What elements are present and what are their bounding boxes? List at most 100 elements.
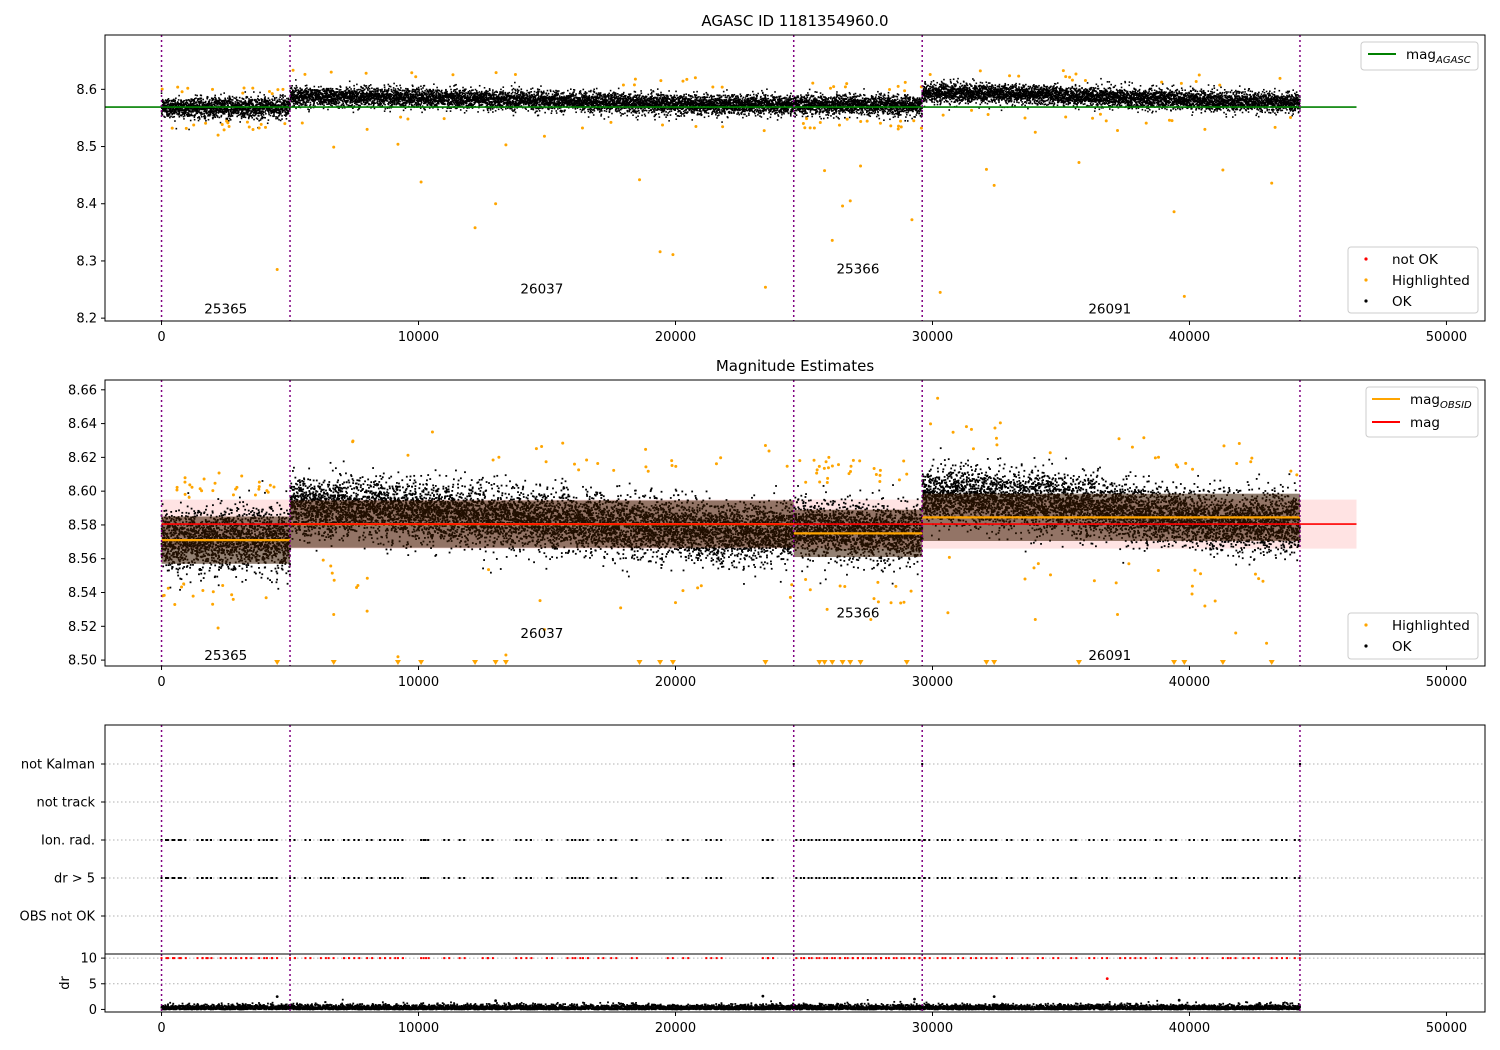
ok-point — [373, 88, 376, 91]
ok-point — [256, 101, 259, 104]
ok-point — [208, 114, 211, 117]
ok-point — [435, 89, 437, 92]
ok-point — [520, 88, 523, 91]
ok-point — [225, 108, 227, 110]
ok-point — [303, 97, 305, 100]
ok-point — [174, 120, 176, 122]
ok-point — [230, 115, 232, 117]
ok-point — [187, 107, 190, 109]
ok-point — [523, 92, 525, 94]
ok-point — [343, 90, 346, 92]
ok-point — [186, 108, 189, 110]
ok-point — [259, 104, 262, 107]
ok-point — [246, 104, 248, 107]
ok-point — [362, 87, 364, 89]
ok-point — [469, 104, 471, 107]
ok-point — [529, 98, 532, 101]
ok-point — [353, 89, 355, 92]
ok-point — [228, 114, 231, 116]
ok-point — [258, 102, 261, 105]
ok-point — [454, 90, 457, 93]
ok-point — [264, 109, 267, 112]
ok-point — [389, 102, 392, 105]
ok-point — [166, 108, 168, 110]
ok-point — [381, 88, 383, 91]
ok-point — [386, 95, 388, 98]
ok-point — [283, 114, 286, 116]
ok-point — [238, 100, 241, 102]
ok-point — [522, 99, 525, 102]
ok-point — [251, 110, 254, 113]
ok-point — [214, 99, 217, 101]
ok-point — [450, 91, 453, 93]
ok-point — [328, 87, 330, 90]
ok-point — [396, 99, 399, 101]
ok-point — [264, 116, 266, 119]
ok-point — [509, 95, 511, 97]
ok-point — [389, 105, 391, 108]
ok-point — [260, 111, 263, 113]
ok-point — [492, 95, 495, 97]
ok-point — [437, 95, 440, 98]
ok-point — [240, 105, 242, 107]
ok-point — [348, 97, 351, 100]
ok-point — [325, 98, 327, 101]
ok-point — [508, 100, 511, 102]
ok-point — [363, 88, 366, 91]
ok-point — [190, 114, 193, 117]
ok-point — [161, 98, 164, 101]
ok-point — [542, 100, 544, 102]
ok-point — [436, 86, 438, 89]
ok-point — [285, 105, 287, 107]
ok-point — [231, 95, 234, 98]
ok-point — [538, 107, 540, 109]
ok-point — [400, 98, 402, 100]
ok-point — [425, 88, 428, 91]
ok-point — [294, 98, 297, 101]
ok-point — [416, 98, 419, 100]
ok-point — [390, 98, 393, 100]
ok-point — [527, 110, 530, 112]
ok-point — [304, 89, 306, 91]
ok-point — [364, 101, 366, 103]
ok-point — [470, 92, 472, 95]
ok-point — [212, 97, 214, 100]
ok-point — [248, 116, 250, 118]
ok-point — [385, 93, 388, 96]
ok-point — [529, 101, 532, 103]
ok-point — [223, 92, 226, 94]
ok-point — [207, 113, 210, 116]
ok-point — [484, 92, 487, 95]
ok-point — [325, 101, 328, 104]
ok-point — [492, 98, 495, 100]
ok-point — [427, 95, 430, 98]
ok-point — [442, 99, 445, 101]
ok-point — [365, 87, 368, 89]
ok-point — [210, 112, 212, 114]
ok-point — [295, 89, 298, 92]
ok-point — [452, 93, 455, 95]
ok-point — [370, 96, 373, 98]
ok-point — [520, 90, 522, 93]
ok-point — [450, 101, 453, 104]
ok-point — [227, 100, 230, 103]
ok-point — [433, 83, 435, 85]
ok-point — [541, 103, 543, 105]
ok-point — [273, 115, 275, 117]
ok-point — [189, 103, 192, 105]
ok-point — [481, 97, 483, 100]
ok-point — [455, 102, 458, 105]
ok-point — [228, 117, 231, 120]
ok-point — [464, 97, 466, 99]
ok-point — [510, 93, 513, 95]
ok-point — [377, 87, 379, 90]
ok-point — [388, 94, 391, 96]
ok-point — [375, 92, 377, 94]
ok-point — [529, 95, 532, 98]
ok-point — [399, 91, 402, 94]
ok-point — [195, 101, 198, 103]
ok-point — [513, 97, 516, 99]
ok-point — [291, 94, 294, 97]
ok-point — [287, 98, 290, 101]
ok-point — [164, 116, 166, 119]
